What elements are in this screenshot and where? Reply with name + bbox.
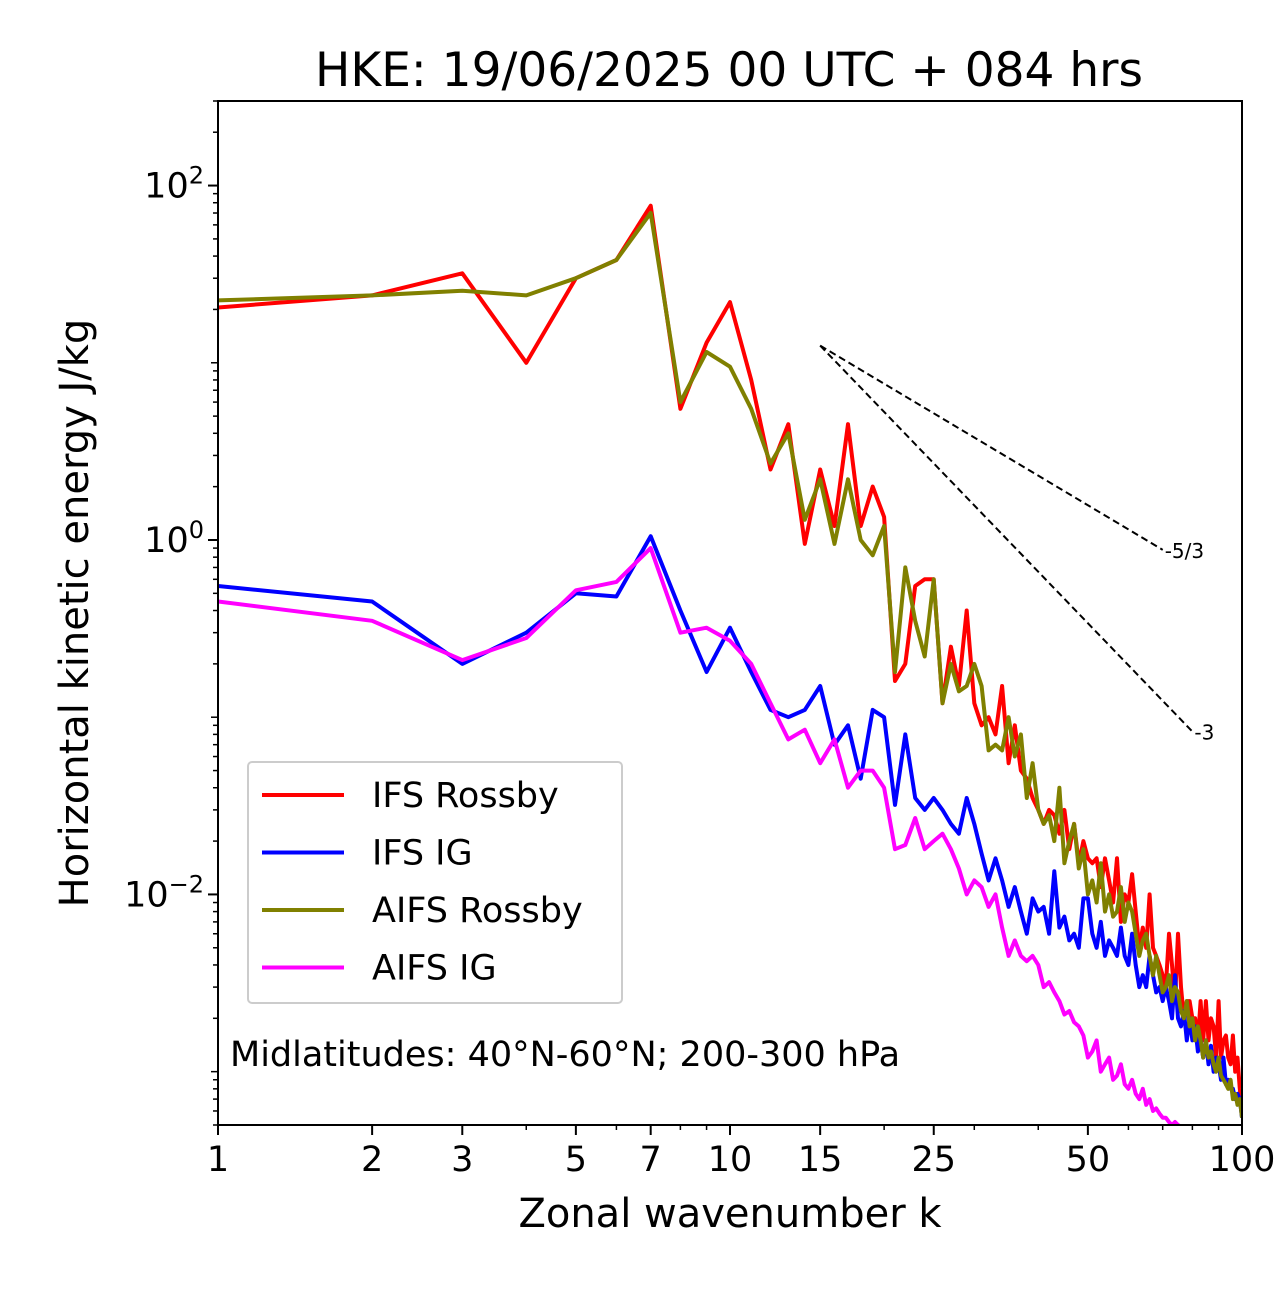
y-tick-label: 10−2 [124,870,204,915]
plot-area [218,203,1242,1125]
reference-line-label: -5/3 [1165,539,1204,563]
legend: IFS Rossby IFS IG AIFS Rossby AIFS IG [247,761,623,1004]
region-annotation: Midlatitudes: 40°N-60°N; 200-300 hPa [230,1035,900,1075]
series-line [218,211,1242,1118]
x-tick-label: 15 [798,1140,843,1180]
x-tick-label: 7 [640,1140,662,1180]
x-tick-label: 3 [451,1140,473,1180]
legend-label: AIFS Rossby [372,891,583,931]
chart-title: HKE: 19/06/2025 00 UTC + 084 hrs [315,43,1143,98]
x-tick-label: 50 [1066,1140,1111,1180]
x-tick-label: 2 [361,1140,383,1180]
x-tick-label: 100 [1209,1140,1276,1180]
reference-line [819,344,1164,551]
y-tick-label: 102 [144,162,204,207]
legend-box [247,761,623,1004]
x-tick-label: 5 [565,1140,587,1180]
x-axis-label: Zonal wavenumber k [518,1191,942,1237]
legend-label: IFS IG [372,834,473,874]
x-tick-label: 25 [911,1140,956,1180]
series-line [218,546,1186,1125]
legend-label: AIFS IG [372,949,497,989]
y-axis-label: Horizontal kinetic energy J/kg [52,319,98,908]
axes: -5/3 -3 1 2 3 5 7 10 15 25 50 100 10−2 100 102 Zonal wa… [52,100,1276,1237]
reference-line [819,344,1194,733]
y-tick-label: 100 [144,516,204,561]
reference-line-label: -3 [1194,721,1214,745]
x-tick-label: 1 [207,1140,229,1180]
series-line [218,203,1242,1112]
legend-label: IFS Rossby [372,776,559,816]
x-tick-label: 10 [708,1140,753,1180]
